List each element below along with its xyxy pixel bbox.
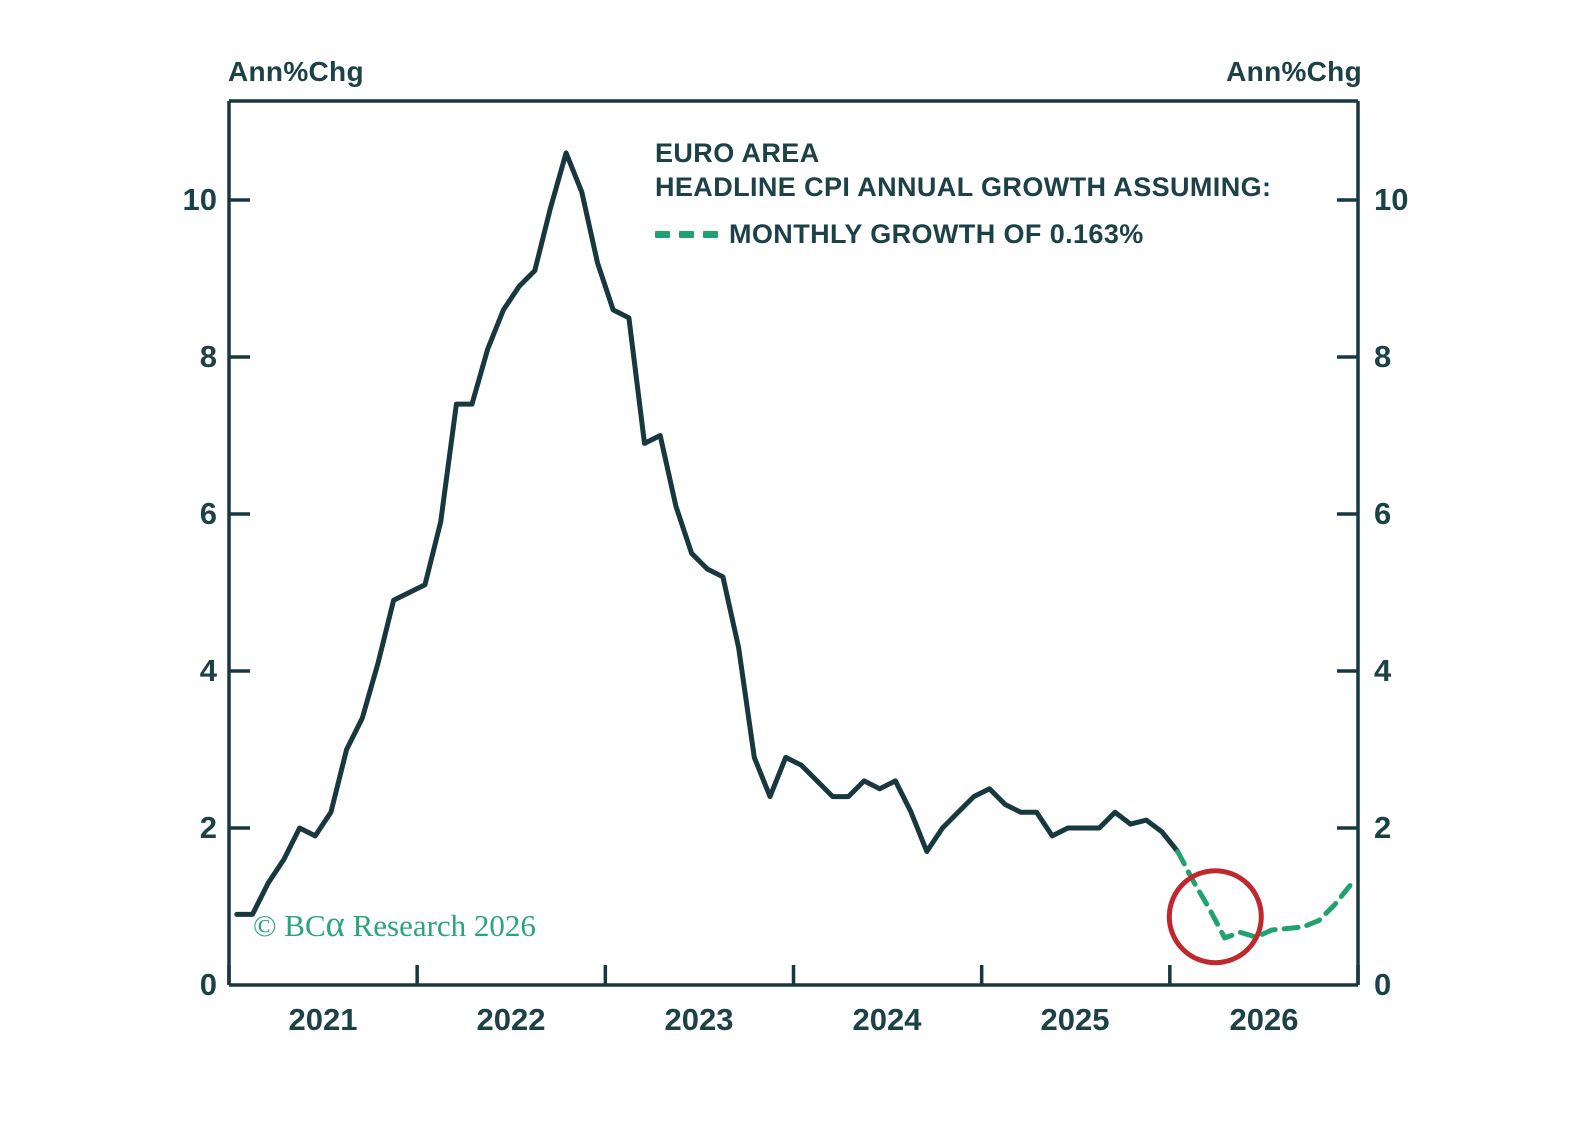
y-tick-label-right-4: 4 <box>1374 653 1392 688</box>
copyright-notice: © BCα Research 2026 <box>253 903 536 944</box>
trough-highlight-circle <box>1166 868 1264 966</box>
y-tick-label-right-10: 10 <box>1374 182 1409 217</box>
legend-dash-segment <box>679 231 694 238</box>
y-tick-label-left-8: 8 <box>199 339 217 374</box>
chart-title-line-1: EURO AREA <box>655 138 820 168</box>
y-axis-unit-right: Ann%Chg <box>1226 56 1362 87</box>
y-tick-label-left-6: 6 <box>199 496 217 531</box>
x-tick-label-2026: 2026 <box>1229 1002 1299 1037</box>
y-tick-label-right-6: 6 <box>1374 496 1392 531</box>
legend-dash-segment <box>655 231 670 238</box>
y-tick-label-left-0: 0 <box>199 967 217 1002</box>
x-tick-label-2021: 2021 <box>288 1002 358 1037</box>
y-tick-label-left-2: 2 <box>199 810 217 845</box>
y-tick-label-right-0: 0 <box>1374 967 1392 1002</box>
y-tick-label-left-10: 10 <box>182 182 217 217</box>
cpi-projection-dashed-line <box>1175 849 1353 941</box>
legend-dash-segment <box>703 231 718 238</box>
legend-dashed-line-sample <box>655 231 725 238</box>
x-tick-label-2025: 2025 <box>1040 1002 1110 1037</box>
y-axis-ticks <box>229 198 1358 830</box>
y-tick-label-right-2: 2 <box>1374 810 1392 845</box>
x-axis-ticks <box>227 965 1360 985</box>
y-tick-label-right-8: 8 <box>1374 339 1392 374</box>
copyright-suffix: Research 2026 <box>344 908 536 943</box>
legend-label: MONTHLY GROWTH OF 0.163% <box>729 219 1144 249</box>
y-axis-unit-left: Ann%Chg <box>228 56 364 87</box>
copyright-alpha-glyph: α <box>325 903 345 944</box>
copyright-prefix: © BC <box>253 908 326 943</box>
y-tick-label-left-4: 4 <box>199 653 217 688</box>
chart-title-line-2: HEADLINE CPI ANNUAL GROWTH ASSUMING: <box>655 172 1272 202</box>
x-tick-label-2022: 2022 <box>476 1002 546 1037</box>
cpi-actual-line <box>234 150 1181 917</box>
x-tick-label-2023: 2023 <box>664 1002 734 1037</box>
x-tick-label-2024: 2024 <box>852 1002 922 1037</box>
